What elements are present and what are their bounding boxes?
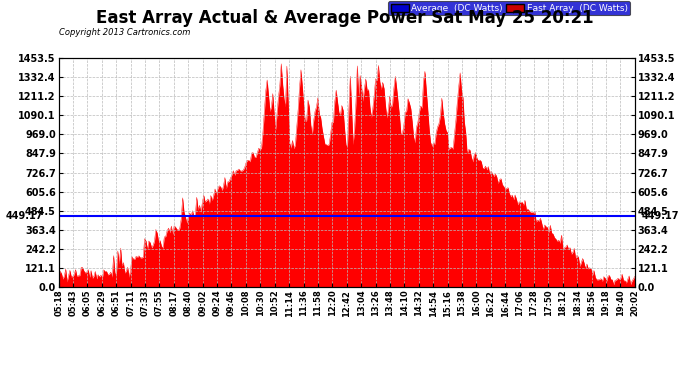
Text: Copyright 2013 Cartronics.com: Copyright 2013 Cartronics.com [59, 28, 190, 38]
Text: East Array Actual & Average Power Sat May 25 20:21: East Array Actual & Average Power Sat Ma… [96, 9, 594, 27]
Text: 449.17: 449.17 [642, 211, 679, 221]
Text: 449.17: 449.17 [6, 211, 43, 221]
Legend: Average  (DC Watts), East Array  (DC Watts): Average (DC Watts), East Array (DC Watts… [388, 1, 630, 15]
